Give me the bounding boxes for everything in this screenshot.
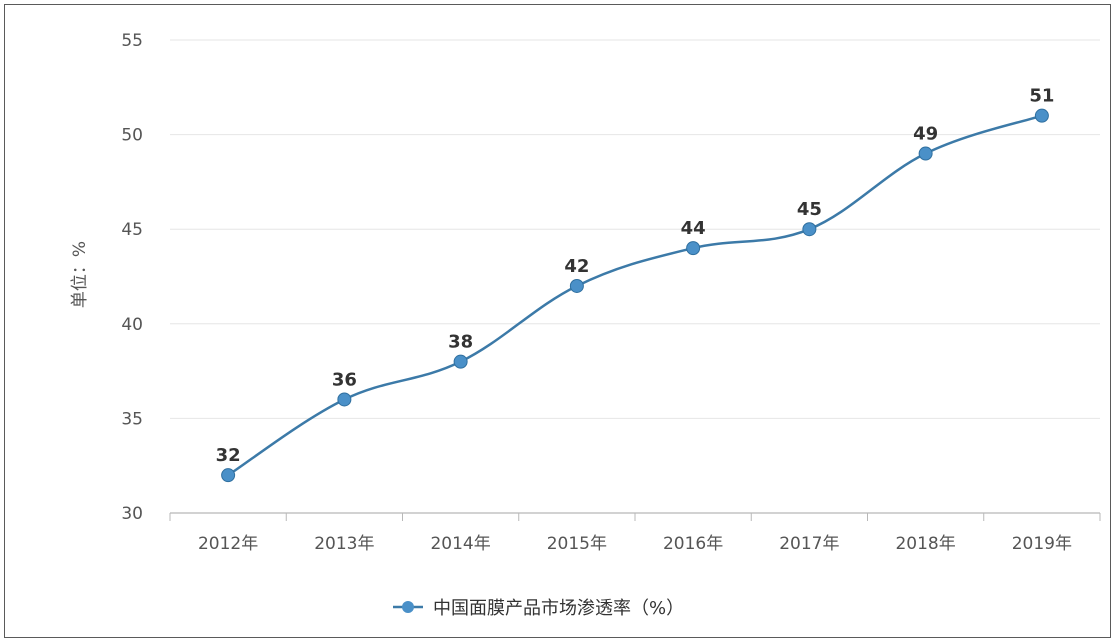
data-label: 45	[797, 199, 822, 220]
y-tick-label: 30	[121, 504, 143, 524]
legend-series-name: 中国面膜产品市场渗透率（%）	[433, 598, 684, 619]
data-labels: 32 36 38 42 44 45 49 51	[216, 86, 1055, 466]
x-tick-label: 2012年	[198, 534, 258, 554]
axes	[169, 512, 1101, 521]
data-label: 36	[332, 369, 357, 390]
y-axis-label: 单位：%	[70, 241, 90, 308]
x-tick-labels: 2012年 2013年 2014年 2015年 2016年 2017年 2018年 2019年	[198, 534, 1072, 554]
data-label: 42	[564, 256, 589, 277]
x-tick-label: 2015年	[547, 534, 607, 554]
data-point[interactable]	[686, 241, 701, 256]
x-tick-label: 2014年	[430, 534, 490, 554]
data-label: 49	[913, 124, 938, 145]
data-label: 44	[681, 218, 706, 239]
y-tick-label: 50	[121, 126, 143, 146]
data-label: 38	[448, 332, 473, 353]
chart-frame: 30 35 40 45 50 55 2012年 2013年 2014年 2015年 2016年 20…	[4, 4, 1111, 638]
x-tick-label: 2017年	[779, 534, 839, 554]
y-tick-label: 40	[121, 315, 143, 335]
y-tick-label: 55	[121, 31, 143, 51]
x-tick-label: 2018年	[895, 534, 955, 554]
grid-lines	[170, 39, 1100, 419]
series-line	[227, 114, 1043, 477]
y-tick-labels: 30 35 40 45 50 55	[121, 31, 143, 524]
data-point[interactable]	[569, 278, 584, 293]
data-label: 51	[1029, 86, 1054, 107]
x-tick-label: 2016年	[663, 534, 723, 554]
x-tick-label: 2013年	[314, 534, 374, 554]
data-point[interactable]	[221, 468, 236, 483]
data-point[interactable]	[918, 146, 933, 161]
y-tick-label: 35	[121, 409, 143, 429]
data-point[interactable]	[802, 222, 817, 237]
data-point[interactable]	[1034, 108, 1049, 123]
data-label: 32	[216, 445, 241, 466]
x-tick-label: 2019年	[1012, 534, 1072, 554]
y-tick-label: 45	[121, 220, 143, 240]
legend[interactable]: 中国面膜产品市场渗透率（%）	[393, 598, 684, 619]
legend-marker-icon	[402, 601, 414, 613]
data-point[interactable]	[453, 354, 468, 369]
data-point[interactable]	[337, 392, 352, 407]
data-points	[221, 108, 1049, 483]
